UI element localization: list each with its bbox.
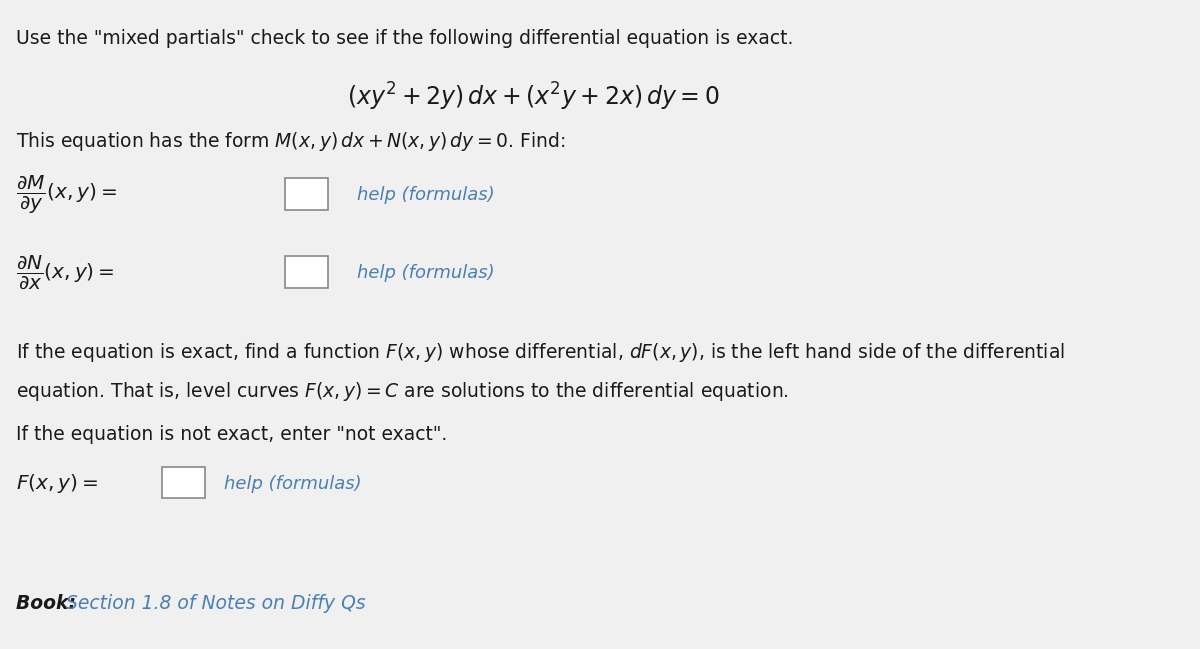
Text: Use the "mixed partials" check to see if the following differential equation is : Use the "mixed partials" check to see if… [16, 29, 793, 48]
Text: help (formulas): help (formulas) [358, 263, 496, 282]
Text: help (formulas): help (formulas) [224, 474, 361, 493]
Text: If the equation is not exact, enter "not exact".: If the equation is not exact, enter "not… [16, 425, 448, 444]
FancyBboxPatch shape [162, 467, 205, 498]
Text: This equation has the form $M(x, y)\,dx + N(x, y)\,dy = 0$. Find:: This equation has the form $M(x, y)\,dx … [16, 130, 565, 153]
Text: $\dfrac{\partial M}{\partial y}(x,y) =$: $\dfrac{\partial M}{\partial y}(x,y) =$ [16, 173, 116, 216]
FancyBboxPatch shape [284, 256, 328, 288]
Text: $(xy^2 + 2y)\,dx + (x^2y + 2x)\,dy = 0$: $(xy^2 + 2y)\,dx + (x^2y + 2x)\,dy = 0$ [347, 81, 720, 114]
Text: Book:: Book: [16, 594, 83, 613]
Text: equation. That is, level curves $F(x, y) = C$ are solutions to the differential : equation. That is, level curves $F(x, y)… [16, 380, 788, 402]
Text: help (formulas): help (formulas) [358, 186, 496, 204]
Text: $\dfrac{\partial N}{\partial x}(x,y) =$: $\dfrac{\partial N}{\partial x}(x,y) =$ [16, 254, 114, 291]
Text: Section 1.8 of Notes on Diffy Qs: Section 1.8 of Notes on Diffy Qs [66, 594, 366, 613]
Text: If the equation is exact, find a function $F(x, y)$ whose differential, $dF(x, y: If the equation is exact, find a functio… [16, 341, 1066, 363]
FancyBboxPatch shape [284, 178, 328, 210]
Text: $F(x, y) =$: $F(x, y) =$ [16, 472, 98, 495]
